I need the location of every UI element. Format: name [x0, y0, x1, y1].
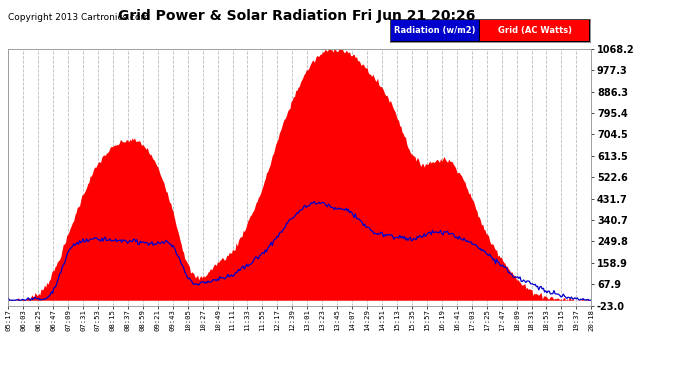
Bar: [480, 20, 589, 41]
Text: Grid Power & Solar Radiation Fri Jun 21 20:26: Grid Power & Solar Radiation Fri Jun 21 …: [118, 9, 475, 23]
Text: Radiation (w/m2): Radiation (w/m2): [394, 26, 475, 35]
Text: Copyright 2013 Cartronics.com: Copyright 2013 Cartronics.com: [8, 13, 150, 22]
Bar: [391, 20, 479, 41]
Text: Grid (AC Watts): Grid (AC Watts): [498, 26, 572, 35]
